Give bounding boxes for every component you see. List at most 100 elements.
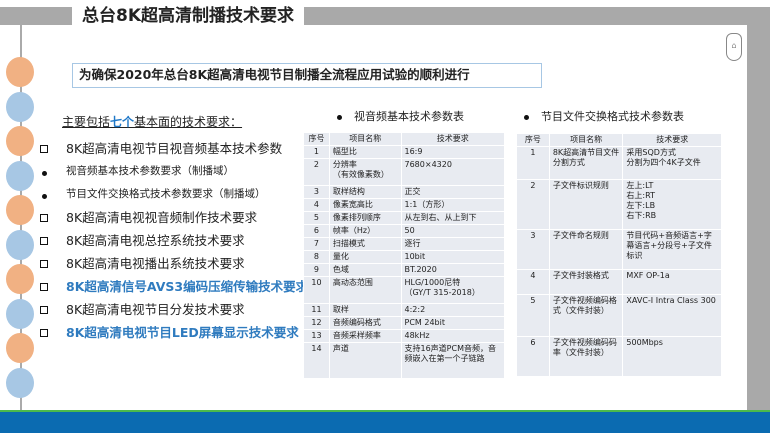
table-cell: 色域 xyxy=(328,263,402,277)
list-item-text: 8K超高清电视视音频制作技术要求 xyxy=(66,210,258,225)
list-item: 8K超高清电视视音频制作技术要求 xyxy=(40,205,310,228)
requirements-list: 8K超高清电视节目视音频基本技术参数 视音频基本技术参数要求（制播域） 节目文件交换… xyxy=(40,136,310,343)
list-item-text: 8K超高清电视节目视音频基本技术参数 xyxy=(66,141,283,156)
list-item: 8K超高清电视节目LED屏幕显示技术要求 xyxy=(40,320,310,343)
table-row: 5 子文件视频编码格式（文件封装） XAVC-I Intra Class 300 xyxy=(516,294,722,337)
table-cell: 13 xyxy=(303,329,330,343)
table-cell: 从左到右、从上到下 xyxy=(400,211,505,225)
file-format-table: 序号 项目名称 技术要求 1 8K超高清节目文件分割方式 采用SQD方式 分割为四个4K子… xyxy=(516,133,722,377)
table-cell: 子文件标识规则 xyxy=(548,179,624,230)
table-cell: 12 xyxy=(303,316,330,330)
column-header: 技术要求 xyxy=(400,132,505,146)
table-cell: 10bit xyxy=(400,250,505,264)
table-cell: 8 xyxy=(303,250,330,264)
table-cell: BT.2020 xyxy=(400,263,505,277)
table-cell: PCM 24bit xyxy=(400,316,505,330)
list-item-text: 8K超高清电视节目分发技术要求 xyxy=(66,302,245,317)
column-header: 技术要求 xyxy=(622,133,722,147)
table-cell: 像素排列顺序 xyxy=(328,211,402,225)
table-cell: 正交 xyxy=(400,185,505,199)
table-row: 10 高动态范围 HLG/1000尼特 （GY/T 315-2018） xyxy=(303,276,505,304)
bullet-icon xyxy=(337,115,342,120)
table-cell: 子文件命名规则 xyxy=(548,229,624,270)
table-header: 序号 项目名称 技术要求 xyxy=(303,132,505,146)
table-cell: HLG/1000尼特 （GY/T 315-2018） xyxy=(400,276,505,304)
table-row: 2 分辨率 （有效像素数） 7680×4320 xyxy=(303,158,505,186)
table2-title: 节目文件交换格式技术参数表 xyxy=(522,108,684,124)
table-cell: 3 xyxy=(516,229,550,270)
table-cell: 声道 xyxy=(328,342,402,379)
footer-bar xyxy=(0,412,770,433)
table-row: 3 子文件命名规则 节目代码+音频语言+字幕语言+分段号+子文件标识 xyxy=(516,229,722,270)
table-cell: 量化 xyxy=(328,250,402,264)
intro-highlight: 七个 xyxy=(110,115,135,129)
table-cell: 4 xyxy=(516,269,550,295)
timeline-circle xyxy=(6,367,34,398)
table-cell: 10 xyxy=(303,276,330,304)
table-row: 7 扫描模式 逐行 xyxy=(303,237,505,251)
table-cell: 采用SQD方式 分割为四个4K子文件 xyxy=(622,146,722,180)
table-cell: 音频编码格式 xyxy=(328,316,402,330)
list-item: 8K超高清信号AVS3编码压缩传输技术要求 xyxy=(40,274,310,297)
banner: 为确保2020年总台8K超高清电视节目制播全流程应用试验的顺利进行 xyxy=(72,63,542,88)
table-cell: 5 xyxy=(516,294,550,337)
table-cell: 50 xyxy=(400,224,505,238)
right-strip xyxy=(747,25,770,411)
av-params-table: 序号 项目名称 技术要求 1 幅型比 16:9 2 分辨率 （有效像素数） 7680×4320 3… xyxy=(303,132,505,379)
table-cell: XAVC-I Intra Class 300 xyxy=(622,294,722,337)
column-header: 项目名称 xyxy=(548,133,624,147)
timeline-circle xyxy=(6,57,34,87)
dot-bullet-icon xyxy=(42,194,47,199)
column-header: 项目名称 xyxy=(328,132,402,146)
square-bullet-icon xyxy=(40,283,48,291)
table-cell: 14 xyxy=(303,342,330,379)
timeline-circle xyxy=(6,91,34,122)
table-cell: 48kHz xyxy=(400,329,505,343)
table-cell: 高动态范围 xyxy=(328,276,402,304)
table-cell: 1 xyxy=(516,146,550,180)
timeline-circle xyxy=(6,195,34,225)
list-item-text: 节目文件交换格式技术参数要求（制播域） xyxy=(66,188,266,200)
table-cell: 1:1（方形） xyxy=(400,198,505,212)
table-cell: 支持16声道PCM音频，音频嵌入在第一个子链路 xyxy=(400,342,505,379)
list-item-text: 8K超高清电视节目LED屏幕显示技术要求 xyxy=(66,325,299,340)
table-row: 6 帧率（Hz） 50 xyxy=(303,224,505,238)
dot-bullet-icon xyxy=(42,171,47,176)
list-item: 8K超高清电视播出系统技术要求 xyxy=(40,251,310,274)
table-cell: 左上:LT 右上:RT 左下:LB 右下:RB xyxy=(622,179,722,230)
table-row: 9 色域 BT.2020 xyxy=(303,263,505,277)
bullet-icon xyxy=(524,115,529,120)
table-cell: 逐行 xyxy=(400,237,505,251)
square-bullet-icon xyxy=(40,260,48,268)
table-cell: 幅型比 xyxy=(328,145,402,159)
table2-title-text: 节目文件交换格式技术参数表 xyxy=(541,110,684,123)
list-item: 8K超高清电视总控系统技术要求 xyxy=(40,228,310,251)
table-cell: 取样结构 xyxy=(328,185,402,199)
table-cell: 分辨率 （有效像素数） xyxy=(328,158,402,186)
table-cell: 4 xyxy=(303,198,330,212)
list-item-text: 8K超高清信号AVS3编码压缩传输技术要求 xyxy=(66,279,309,294)
square-bullet-icon xyxy=(40,237,48,245)
intro-pre: 主要包括 xyxy=(62,115,111,129)
table-cell: 6 xyxy=(516,336,550,377)
list-item: 8K超高清电视节目视音频基本技术参数 xyxy=(40,136,310,159)
list-item-text: 8K超高清电视总控系统技术要求 xyxy=(66,233,245,248)
table-cell: 音频采样频率 xyxy=(328,329,402,343)
timeline-circle xyxy=(6,126,34,156)
table-cell: 9 xyxy=(303,263,330,277)
timeline-circle xyxy=(6,298,34,329)
table-row: 14 声道 支持16声道PCM音频，音频嵌入在第一个子链路 xyxy=(303,342,505,379)
table-cell: 子文件视频编码码率（文件封装） xyxy=(548,336,624,377)
table-cell: 子文件视频编码格式（文件封装） xyxy=(548,294,624,337)
table-cell: 7680×4320 xyxy=(400,158,505,186)
table-cell: 1 xyxy=(303,145,330,159)
intro-post: 基本面的技术要求： xyxy=(134,115,243,129)
table-cell: 500Mbps xyxy=(622,336,722,377)
square-bullet-icon xyxy=(40,214,48,222)
table-cell: 11 xyxy=(303,303,330,317)
table-cell: MXF OP-1a xyxy=(622,269,722,295)
ironman-mask-icon: ⌂ xyxy=(726,33,742,61)
list-item: 节目文件交换格式技术参数要求（制播域） xyxy=(40,182,310,205)
table-cell: 3 xyxy=(303,185,330,199)
table-row: 13 音频采样频率 48kHz xyxy=(303,329,505,343)
